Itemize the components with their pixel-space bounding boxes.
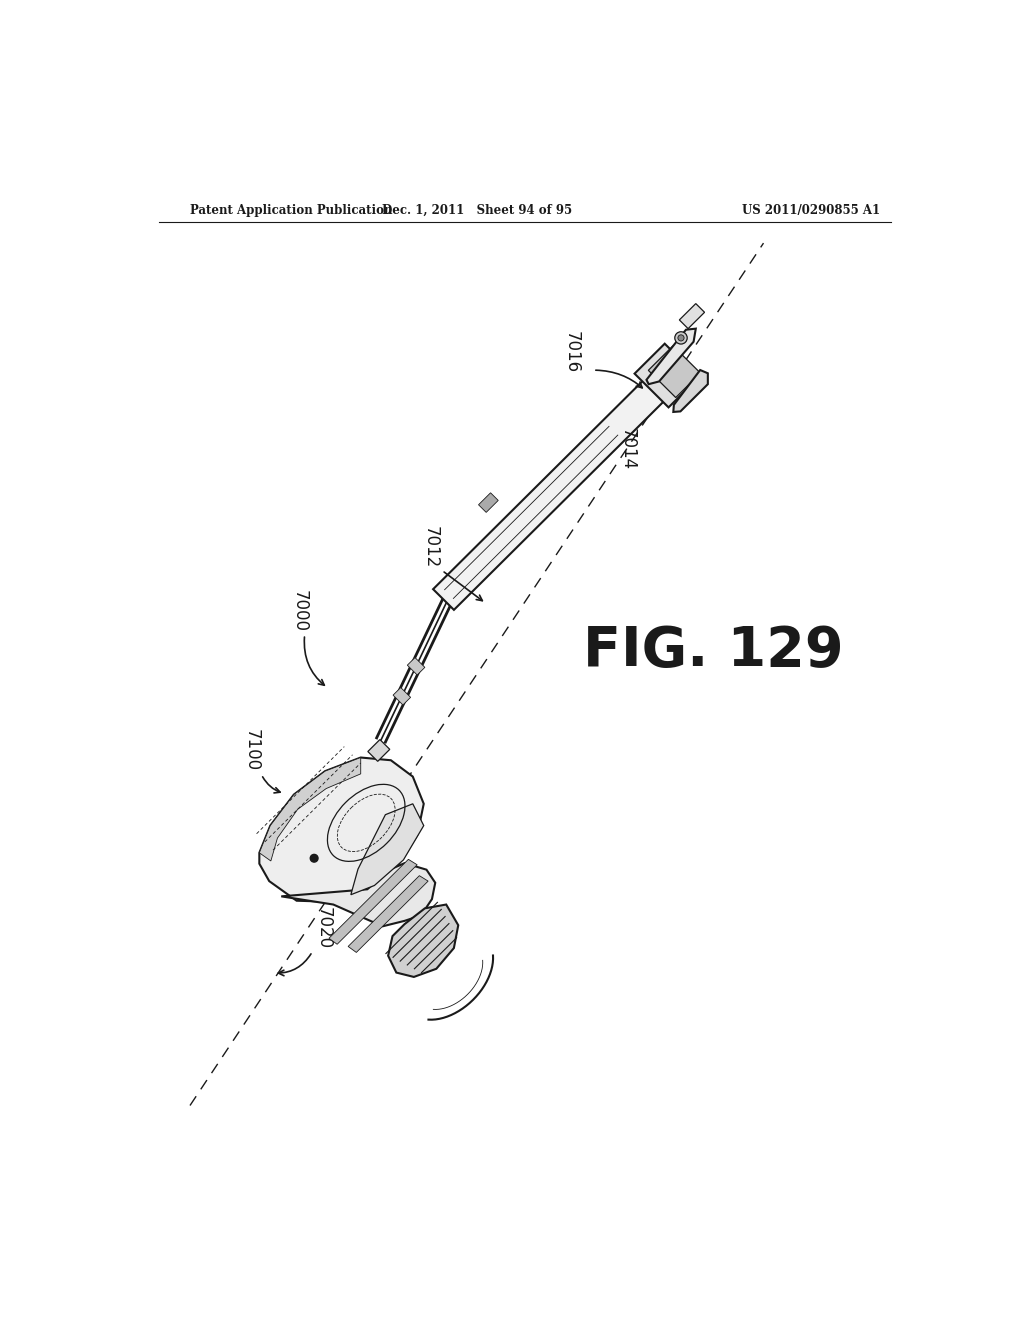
- Text: 7000: 7000: [291, 590, 309, 632]
- Polygon shape: [368, 739, 390, 762]
- Polygon shape: [646, 329, 695, 384]
- Text: Dec. 1, 2011   Sheet 94 of 95: Dec. 1, 2011 Sheet 94 of 95: [382, 205, 571, 218]
- Circle shape: [678, 335, 684, 341]
- Polygon shape: [351, 804, 424, 895]
- Text: 7020: 7020: [314, 907, 333, 949]
- Circle shape: [675, 331, 687, 345]
- Polygon shape: [674, 370, 708, 412]
- Text: US 2011/0290855 A1: US 2011/0290855 A1: [741, 205, 880, 218]
- Text: 7012: 7012: [421, 527, 439, 569]
- Polygon shape: [433, 376, 668, 610]
- Polygon shape: [259, 758, 424, 902]
- Polygon shape: [408, 657, 425, 675]
- Text: 7100: 7100: [243, 729, 261, 771]
- Polygon shape: [348, 875, 428, 953]
- Circle shape: [310, 854, 318, 862]
- Text: 7014: 7014: [618, 429, 637, 470]
- Polygon shape: [259, 758, 360, 861]
- Polygon shape: [329, 859, 417, 944]
- Text: 7016: 7016: [562, 331, 581, 374]
- Polygon shape: [393, 688, 411, 705]
- Polygon shape: [388, 904, 459, 977]
- Text: FIG. 129: FIG. 129: [583, 624, 844, 678]
- Polygon shape: [635, 343, 698, 408]
- Polygon shape: [478, 492, 499, 512]
- Polygon shape: [679, 304, 705, 329]
- Text: Patent Application Publication: Patent Application Publication: [190, 205, 392, 218]
- Polygon shape: [648, 346, 700, 397]
- Polygon shape: [282, 863, 435, 927]
